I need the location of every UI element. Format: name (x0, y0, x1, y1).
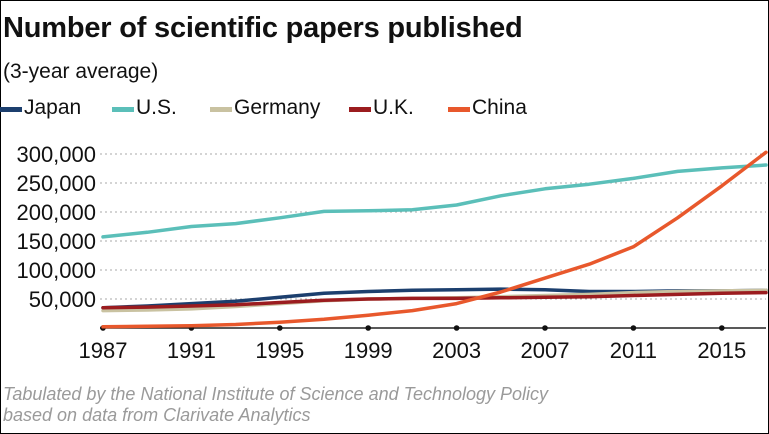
x-tick-mark (277, 325, 283, 331)
legend-label-germany: Germany (234, 96, 321, 119)
x-tick-mark (453, 325, 460, 331)
x-tick-label: 2011 (610, 338, 657, 363)
x-tick-mark (630, 325, 637, 331)
x-tick-mark (719, 325, 725, 331)
series-line-us (101, 163, 768, 239)
x-tick-label: 2007 (521, 338, 570, 363)
y-tick-label: 100,000 (16, 258, 96, 283)
x-tick-label: 1987 (79, 338, 128, 363)
legend-swatch-china (448, 107, 470, 112)
source-note: Tabulated by the National Institute of S… (3, 384, 743, 426)
legend-label-us: U.S. (136, 96, 177, 119)
legend-swatch-uk (349, 107, 371, 112)
legend-label-china: China (472, 96, 527, 119)
series-line-uk (101, 290, 768, 310)
x-tick-label: 1999 (344, 338, 393, 363)
y-tick-label: 200,000 (16, 200, 96, 225)
x-tick-label: 2003 (432, 338, 481, 363)
legend-label-uk: U.K. (373, 96, 414, 119)
x-tick-label: 1991 (167, 338, 216, 363)
series-line-china (101, 150, 768, 329)
x-tick-label: 1995 (255, 338, 304, 363)
legend-label-japan: Japan (24, 96, 82, 119)
x-tick-mark (365, 325, 372, 331)
y-tick-label: 150,000 (16, 229, 96, 254)
chart-title: Number of scientific papers published (3, 12, 523, 44)
x-tick-label: 2015 (697, 338, 746, 363)
y-tick-label: 300,000 (16, 142, 96, 167)
legend-swatch-germany (210, 107, 232, 112)
legend-swatch-us (112, 107, 134, 112)
x-tick-mark (542, 325, 548, 331)
source-line-2: based on data from Clarivate Analytics (3, 405, 311, 425)
legend-swatch-japan (0, 107, 22, 112)
line-chart: 50,000 100,000 150,000 200,000 250,000 300,00… (16, 142, 768, 363)
source-line-1: Tabulated by the National Institute of S… (3, 384, 549, 404)
chart-subtitle: (3-year average) (3, 60, 159, 83)
y-tick-label: 50,000 (29, 287, 96, 312)
y-tick-label: 250,000 (16, 171, 96, 196)
